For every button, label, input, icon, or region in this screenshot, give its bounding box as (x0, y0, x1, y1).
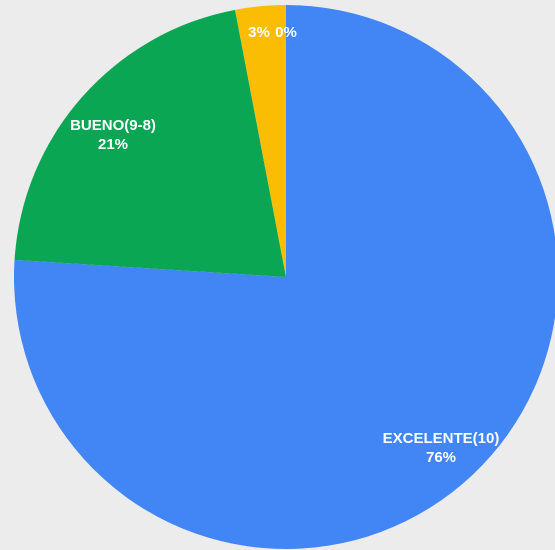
slice-value-bueno: 21% (98, 136, 128, 153)
slice-label-bueno: BUENO(9-8) (70, 117, 156, 134)
pie-slice-2 (235, 5, 286, 277)
slice-value-excelente: 76% (426, 449, 456, 466)
pie-slice-1 (14, 9, 286, 277)
pie-slices (14, 5, 555, 549)
slice-value-small-1: 3% (248, 24, 270, 41)
slice-value-small-2: 0% (275, 24, 297, 41)
pie-slice-0 (14, 5, 555, 549)
slice-label-excelente: EXCELENTE(10) (383, 430, 500, 447)
